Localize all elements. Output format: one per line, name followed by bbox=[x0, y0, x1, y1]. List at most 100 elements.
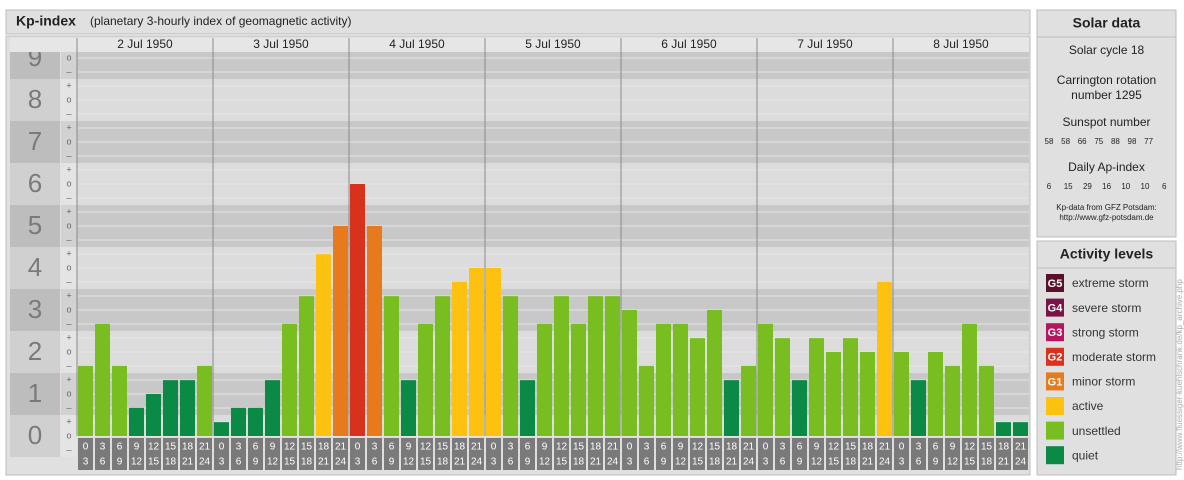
hour-label: 6 bbox=[236, 457, 242, 468]
bar bbox=[469, 268, 484, 436]
bar bbox=[775, 338, 790, 436]
hour-label: 6 bbox=[916, 457, 922, 468]
hour-label: 21 bbox=[879, 442, 891, 453]
band bbox=[61, 79, 77, 121]
hour-box bbox=[78, 438, 93, 470]
hour-label: 3 bbox=[83, 457, 89, 468]
hour-label: 12 bbox=[556, 442, 568, 453]
hour-label: 18 bbox=[437, 457, 449, 468]
legend-swatch bbox=[1046, 421, 1064, 440]
bar bbox=[435, 296, 450, 436]
layer: Kp-index (planetary 3-hourly index of geo… bbox=[10, 13, 1184, 470]
band bbox=[61, 52, 77, 79]
hour-box bbox=[282, 438, 297, 470]
hour-label: 18 bbox=[454, 442, 466, 453]
hour-label: 0 bbox=[83, 442, 89, 453]
y-minor-label: + bbox=[66, 164, 71, 174]
hour-box bbox=[690, 438, 705, 470]
hour-label: 24 bbox=[471, 457, 483, 468]
hour-box bbox=[180, 438, 195, 470]
hour-label: 24 bbox=[743, 457, 755, 468]
hour-box bbox=[554, 438, 569, 470]
hour-label: 6 bbox=[644, 457, 650, 468]
hour-label: 21 bbox=[471, 442, 483, 453]
hour-box bbox=[384, 438, 399, 470]
ap-value: 29 bbox=[1083, 182, 1092, 191]
hour-label: 21 bbox=[199, 442, 211, 453]
band bbox=[10, 205, 60, 247]
hour-box bbox=[350, 438, 365, 470]
hour-label: 3 bbox=[219, 457, 225, 468]
solar-cycle: Solar cycle 18 bbox=[1069, 43, 1145, 57]
legend-badge: G2 bbox=[1048, 352, 1063, 364]
hour-label: 0 bbox=[355, 442, 361, 453]
hour-box bbox=[792, 438, 807, 470]
hour-label: 12 bbox=[284, 442, 296, 453]
date-label: 8 Jul 1950 bbox=[933, 37, 989, 51]
bar bbox=[894, 352, 909, 436]
bar bbox=[843, 338, 858, 436]
hour-box bbox=[809, 438, 824, 470]
hour-label: 6 bbox=[933, 442, 939, 453]
hour-label: 12 bbox=[675, 457, 687, 468]
bar bbox=[401, 380, 416, 436]
y-minor-label: – bbox=[66, 360, 71, 370]
y-tick-label: 2 bbox=[28, 336, 42, 366]
bar bbox=[928, 352, 943, 436]
y-minor-label: o bbox=[66, 388, 71, 398]
hour-label: 15 bbox=[981, 442, 993, 453]
hour-label: 9 bbox=[950, 442, 956, 453]
hour-box bbox=[163, 438, 178, 470]
bar bbox=[962, 323, 977, 436]
band bbox=[10, 121, 60, 163]
hour-label: 6 bbox=[508, 457, 514, 468]
y-tick-label: 5 bbox=[28, 210, 42, 240]
y-minor-label: o bbox=[66, 94, 71, 104]
band bbox=[61, 415, 77, 457]
band bbox=[10, 247, 60, 289]
legend-label: severe storm bbox=[1072, 301, 1141, 315]
hour-box bbox=[520, 438, 535, 470]
bar bbox=[996, 422, 1011, 436]
hour-label: 0 bbox=[219, 442, 225, 453]
y-minor-label: o bbox=[66, 220, 71, 230]
hour-box bbox=[877, 438, 892, 470]
hour-label: 9 bbox=[933, 457, 939, 468]
y-minor-label: – bbox=[66, 192, 71, 202]
hour-label: 3 bbox=[780, 442, 786, 453]
hour-box bbox=[639, 438, 654, 470]
y-tick-label: 1 bbox=[28, 378, 42, 408]
band bbox=[61, 331, 77, 373]
hour-label: 3 bbox=[763, 457, 769, 468]
hour-label: 9 bbox=[661, 457, 667, 468]
hour-box bbox=[945, 438, 960, 470]
hour-box bbox=[367, 438, 382, 470]
hour-label: 6 bbox=[372, 457, 378, 468]
y-minor-label: + bbox=[66, 332, 71, 342]
y-minor-label: – bbox=[66, 318, 71, 328]
ap-value: 10 bbox=[1121, 182, 1130, 191]
legend-swatch bbox=[1046, 274, 1064, 292]
hour-box bbox=[537, 438, 552, 470]
ap-value: 15 bbox=[1064, 182, 1073, 191]
carrington: number 1295 bbox=[1071, 88, 1142, 102]
bar bbox=[571, 323, 586, 436]
hour-box bbox=[214, 438, 229, 470]
hour-box bbox=[571, 438, 586, 470]
y-minor-label: – bbox=[66, 108, 71, 118]
hour-label: 0 bbox=[899, 442, 905, 453]
hour-label: 18 bbox=[998, 442, 1010, 453]
hour-box bbox=[588, 438, 603, 470]
y-minor-label: + bbox=[66, 248, 71, 258]
date-label: 3 Jul 1950 bbox=[253, 37, 309, 51]
hour-box bbox=[418, 438, 433, 470]
hour-label: 12 bbox=[811, 457, 823, 468]
bar bbox=[418, 323, 433, 436]
hour-label: 9 bbox=[270, 442, 276, 453]
hour-label: 3 bbox=[899, 457, 905, 468]
hour-label: 21 bbox=[607, 442, 619, 453]
hour-label: 15 bbox=[301, 442, 313, 453]
bar bbox=[197, 365, 212, 436]
bar bbox=[945, 365, 960, 436]
y-tick-label: 7 bbox=[28, 126, 42, 156]
